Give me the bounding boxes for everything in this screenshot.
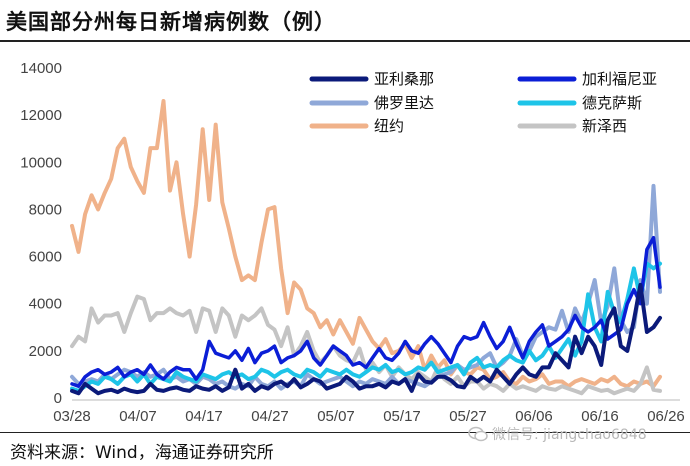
y-tick-label: 4000 xyxy=(29,296,62,313)
x-tick-label: 06/26 xyxy=(647,408,685,424)
x-axis: 03/28 04/07 04/17 04/27 05/07 05/17 05/27 06/06… xyxy=(53,399,685,424)
y-tick-label: 6000 xyxy=(29,249,62,266)
legend-label: 新泽西 xyxy=(582,117,627,135)
source-rule xyxy=(0,432,690,433)
y-tick-label: 14000 xyxy=(20,60,62,77)
x-tick-label: 06/06 xyxy=(515,408,553,424)
series-line-1 xyxy=(70,235,662,388)
x-tick-label: 05/17 xyxy=(383,408,421,424)
legend-label: 亚利桑那 xyxy=(374,70,434,88)
series-line-0 xyxy=(70,282,662,396)
legend-label: 纽约 xyxy=(374,117,404,135)
y-tick-label: 12000 xyxy=(20,107,62,124)
legend-label: 德克萨斯 xyxy=(582,94,642,112)
x-tick-label: 04/17 xyxy=(185,408,223,424)
chat-bubble-icon xyxy=(468,426,488,442)
chart-title: 美国部分州每日新增病例数（例） xyxy=(6,10,336,34)
x-tick-label: 05/07 xyxy=(317,408,355,424)
y-tick-label: 0 xyxy=(54,390,62,407)
title-rule xyxy=(0,40,690,42)
x-tick-label: 04/27 xyxy=(251,408,289,424)
watermark: 微信号: jiangchao6848 xyxy=(468,424,647,444)
x-tick-label: 04/07 xyxy=(119,408,157,424)
source-note: 资料来源：Wind，海通证券研究所 xyxy=(10,443,274,463)
line-chart: 0 2000 4000 6000 8000 10000 12000 14000 03/28 04… xyxy=(20,60,685,424)
x-tick-label: 06/16 xyxy=(581,408,619,424)
y-tick-label: 10000 xyxy=(20,154,62,171)
series-layer xyxy=(70,99,662,396)
legend-label: 加利福尼亚 xyxy=(582,70,657,88)
watermark-text: 微信号: jiangchao6848 xyxy=(492,427,647,443)
series-line-3 xyxy=(70,261,662,393)
x-tick-label: 03/28 xyxy=(53,408,91,424)
legend-label: 佛罗里达 xyxy=(374,94,434,112)
y-axis: 0 2000 4000 6000 8000 10000 12000 14000 xyxy=(20,60,62,407)
y-tick-label: 8000 xyxy=(29,201,62,218)
y-tick-label: 2000 xyxy=(29,343,62,360)
x-tick-label: 05/27 xyxy=(449,408,487,424)
series-line-4 xyxy=(70,99,662,389)
